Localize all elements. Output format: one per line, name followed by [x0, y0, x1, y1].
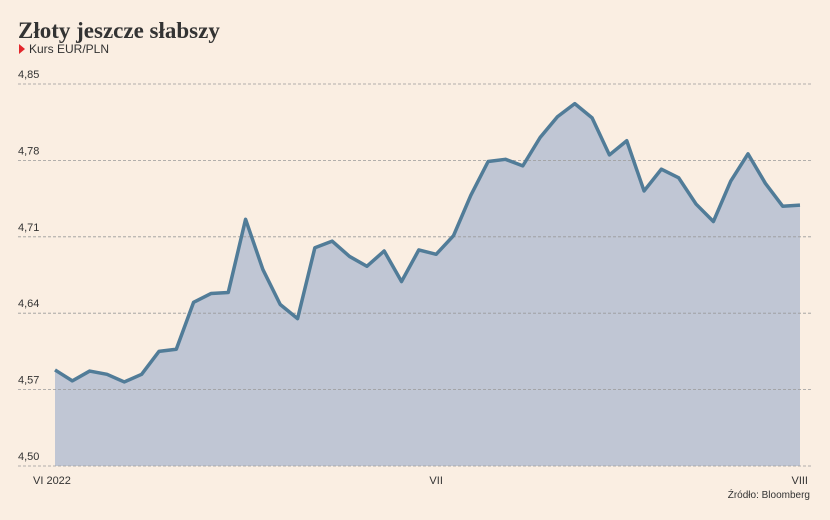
subtitle-marker	[19, 44, 25, 54]
x-tick-label: VIII	[791, 475, 808, 487]
x-tick-label: VII	[429, 475, 442, 487]
y-tick-label: 4,64	[18, 298, 39, 310]
y-tick-label: 4,78	[18, 145, 39, 157]
area	[55, 103, 800, 466]
chart-subtitle: Kurs EUR/PLN	[29, 42, 109, 56]
y-tick-label: 4,85	[18, 69, 39, 81]
x-tick-label: VI 2022	[33, 475, 71, 487]
chart-title: Złoty jeszcze słabszy	[18, 18, 220, 43]
y-tick-label: 4,50	[18, 451, 39, 463]
source: Źródło: Bloomberg	[728, 488, 810, 501]
y-tick-label: 4,71	[18, 222, 39, 234]
line	[54, 101, 801, 384]
y-tick-label: 4,57	[18, 375, 39, 387]
